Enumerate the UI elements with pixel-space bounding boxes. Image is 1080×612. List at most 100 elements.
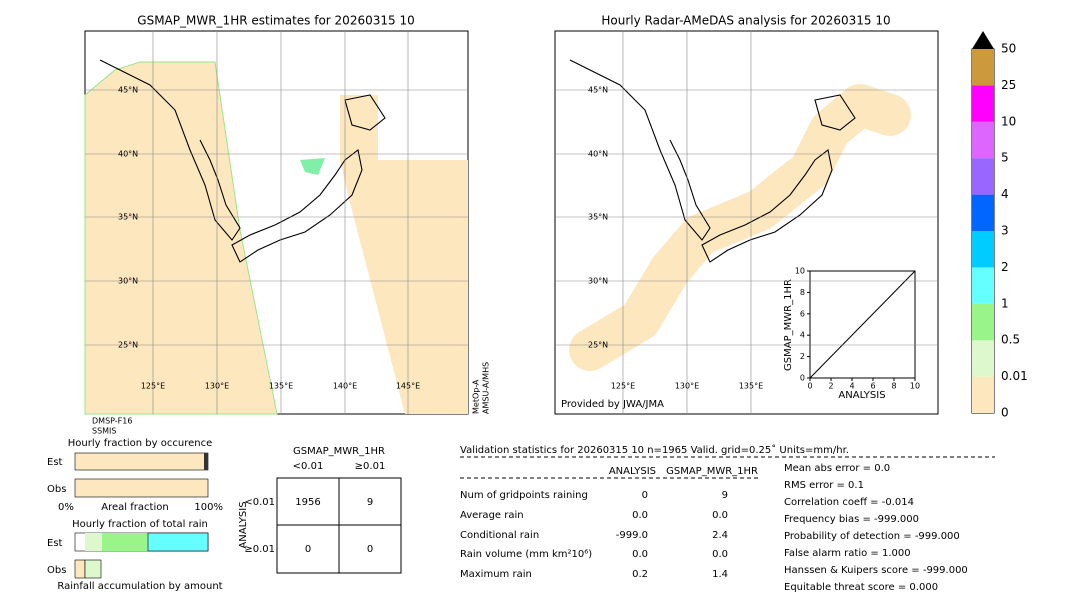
extend-arrow (972, 31, 994, 49)
score: Equitable threat score = 0.000 (784, 582, 938, 593)
color-segment (972, 194, 994, 231)
cell: 0.2 (632, 569, 648, 580)
x-tick-label: 0 (807, 382, 812, 391)
inset-x-label: ANALYSIS (838, 390, 885, 401)
score: Probability of detection = -999.000 (784, 531, 960, 542)
lat-label: 40°N (118, 150, 138, 159)
color-segment (972, 158, 994, 195)
lat-label: 25°N (588, 341, 608, 350)
diagonal (809, 270, 916, 379)
lat-label: 35°N (588, 213, 608, 222)
cell: 1.4 (712, 569, 728, 580)
color-segment (972, 340, 994, 377)
est-total-bar (85, 533, 102, 551)
y-tick-label: 0 (800, 374, 805, 383)
credit: Provided by JWA/JMA (561, 399, 664, 410)
lon-label: 130°E (205, 382, 229, 391)
coastline (344, 94, 386, 131)
obs-occurrence-bar (74, 478, 209, 498)
x-tick-label: 4 (849, 382, 854, 391)
colorbar-label: 4 (1001, 187, 1009, 201)
row-header: <0.01 (244, 497, 275, 508)
y-tick-label: 6 (800, 309, 805, 318)
lon-label: 135°E (739, 382, 763, 391)
colorbar-label: 1 (1001, 296, 1009, 310)
color-segment (972, 303, 994, 341)
score: Correlation coeff = -0.014 (784, 497, 914, 508)
panel-title: Hourly fraction by occurence (68, 438, 212, 449)
lon-label: 125°E (141, 382, 165, 391)
lat-label: 30°N (588, 277, 608, 286)
cell: 2.4 (712, 530, 728, 541)
axis-label: ANALYSIS (238, 501, 249, 548)
colorbar-label: 2 (1001, 260, 1009, 274)
x-tick-label: 6 (870, 382, 875, 391)
row-header: ≥0.01 (244, 544, 275, 555)
obs-total-bar (84, 559, 102, 579)
column-header: ≥0.01 (355, 461, 386, 472)
x-tick-label: 10 (910, 382, 920, 391)
est-total-bar (102, 533, 148, 551)
lat-label: 45°N (588, 86, 608, 95)
lat-label: 40°N (588, 150, 608, 159)
x-tick-label: 8 (891, 382, 896, 391)
rain-area (569, 84, 911, 371)
colorbar-label: 0 (1001, 406, 1009, 420)
cell: -999.0 (616, 530, 648, 541)
est-total-bar (147, 532, 209, 552)
color-segment (972, 85, 994, 122)
lat-label: 35°N (118, 213, 138, 222)
axis-label: 100% (194, 502, 223, 513)
side-label: MetOp-A (472, 379, 481, 414)
x-tick-label: 2 (828, 382, 833, 391)
cell: 0 (367, 544, 373, 555)
row-label: Num of gridpoints raining (460, 490, 588, 501)
color-segment (972, 49, 994, 86)
est-occurrence-bar (204, 453, 208, 470)
cell: 0 (642, 490, 648, 501)
column-header: ANALYSIS (609, 466, 656, 477)
color-segment (972, 121, 994, 159)
y-tick-label: 8 (800, 288, 805, 297)
row-label: Obs (47, 565, 66, 576)
est-occurrence-bar (74, 452, 209, 471)
panel-title: Hourly fraction of total rain (72, 519, 208, 530)
colorbar-label: 0.5 (1001, 333, 1020, 347)
color-segment (972, 231, 994, 268)
color-segment (972, 267, 994, 304)
colorbar-label: 50 (1001, 42, 1016, 56)
inset-y-label: GSMAP_MWR_1HR (783, 279, 794, 371)
column-header: <0.01 (293, 461, 324, 472)
panel-footer: Rainfall accumulation by amount (57, 581, 222, 592)
lat-label: 45°N (118, 86, 138, 95)
colorbar-label: 25 (1001, 78, 1016, 92)
lon-label: 130°E (675, 382, 699, 391)
rain-patch (300, 158, 325, 175)
row-label: Average rain (460, 510, 524, 521)
color-segment (972, 376, 994, 413)
map-title: GSMAP_MWR_1HR estimates for 20260315 10 (137, 14, 414, 28)
score: False alarm ratio = 1.000 (784, 548, 911, 559)
rain-area (84, 61, 278, 415)
satellite-label: DMSP-F16 (92, 417, 132, 426)
row-label: Est (47, 457, 63, 468)
y-tick-label: 4 (800, 331, 805, 340)
coastline (99, 59, 241, 241)
obs-total-bar (74, 559, 86, 579)
table-title: GSMAP_MWR_1HR (293, 446, 385, 457)
column-header: GSMAP_MWR_1HR (666, 466, 758, 477)
cell: 0 (305, 544, 311, 555)
map-title: Hourly Radar-AMeDAS analysis for 2026031… (601, 14, 890, 28)
stats-header: Validation statistics for 20260315 10 n=… (460, 444, 849, 456)
colorbar-label: 10 (1001, 114, 1016, 128)
lat-label: 25°N (118, 341, 138, 350)
cell: 1956 (295, 497, 320, 508)
cell: 0.0 (712, 549, 728, 560)
cell: 9 (722, 490, 728, 501)
score: Mean abs error = 0.0 (784, 463, 890, 474)
y-tick-label: 10 (795, 267, 805, 276)
row-label: Obs (47, 484, 66, 495)
score: Frequency bias = -999.000 (784, 514, 919, 525)
axis-label: Areal fraction (101, 502, 168, 513)
